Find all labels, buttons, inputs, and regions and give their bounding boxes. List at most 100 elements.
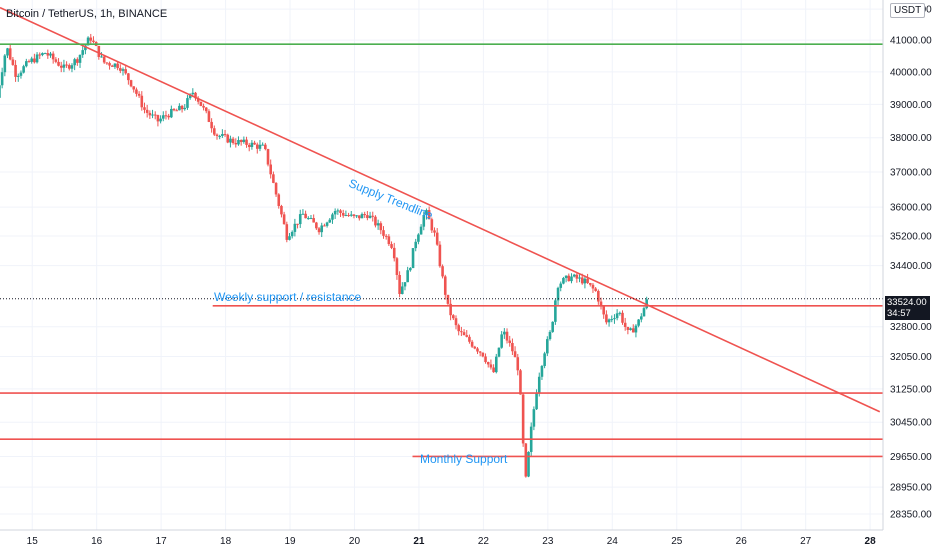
candle-body [33,58,36,63]
drawn-line [0,6,881,413]
candle-body [392,247,396,259]
candle-body [202,105,205,108]
candle-body [11,59,15,65]
candle-body [572,274,576,277]
candle-body [406,270,409,283]
candle-body [452,315,455,319]
candle-body [511,342,514,352]
candle-body [618,312,622,314]
candle-body [580,277,584,284]
candle-body [199,101,203,106]
candle-body [540,365,544,377]
candle-body [290,231,294,237]
candle-body [247,144,251,148]
candle-body [167,115,170,118]
candle-body [148,112,152,116]
candle-body [546,339,549,354]
candle-body [46,53,50,56]
candle-body [116,63,119,69]
candle-body [312,218,315,223]
candle-body [172,108,176,111]
candle-body [610,319,614,321]
candle-body [597,290,600,302]
candle-body [634,325,638,333]
candle-body [22,66,25,73]
candle-body [19,72,23,76]
candle-body [513,351,517,358]
candle-body [508,340,512,343]
candle-body [30,58,33,62]
candle-body [398,274,401,294]
candle-body [175,110,179,112]
y-tick-label: 28350.00 [890,510,932,521]
candle-body [253,142,256,145]
candle-body [519,370,522,395]
candle-body [586,278,589,284]
candle-body [521,394,525,444]
candle-body [535,393,538,410]
candle-body [132,86,136,90]
candle-body [151,114,154,116]
currency-badge[interactable]: USDT [890,3,926,18]
x-tick-label: 28 [865,536,877,547]
candle-body [191,92,195,95]
candle-body [221,134,224,136]
x-tick-label: 22 [478,536,490,547]
candle-body [629,328,632,330]
y-tick-label: 28950.00 [890,483,932,494]
candle-body [374,216,377,226]
candle-body [140,95,144,108]
candle-body [494,356,498,373]
candle-body [14,64,17,77]
candle-body [564,275,568,279]
candlestick-series [0,33,648,478]
candle-body [207,111,211,122]
candle-body [328,219,332,223]
candle-body [642,308,646,317]
y-tick-label: 29650.00 [890,452,932,463]
x-tick-label: 19 [284,536,296,547]
candle-body [371,215,375,217]
candle-body [347,215,350,217]
candle-body [239,139,243,143]
candle-body [400,286,404,294]
candle-body [366,215,369,219]
candle-body [460,331,463,333]
x-tick-label: 16 [91,536,103,547]
x-tick-label: 18 [220,536,232,547]
candle-body [500,334,503,348]
last-price-tag: 33524.00 34:57 [885,296,930,320]
candle-body [567,275,571,282]
candle-body [213,128,216,135]
candle-body [478,351,482,353]
candle-body [368,215,372,219]
candle-body [605,314,608,323]
candle-body [599,301,603,306]
candle-body [607,319,611,323]
candle-body [100,56,103,58]
candle-body [81,50,85,55]
candle-body [261,144,264,146]
candle-body [492,367,495,373]
candle-body [250,142,254,148]
candle-body [320,225,324,233]
y-tick-label: 32800.00 [890,322,932,333]
candle-body [143,107,146,110]
candle-body [403,282,407,287]
candle-body [304,213,307,219]
candle-body [229,138,232,143]
candle-body [121,69,125,71]
y-tick-label: 38000.00 [890,133,932,144]
candle-body [70,65,74,69]
candle-body [186,98,189,108]
candle-body [454,318,458,326]
candle-body [486,362,490,365]
candle-body [59,65,63,68]
candle-body [269,164,273,175]
candle-body [317,228,321,233]
candle-body [341,212,345,216]
x-tick-label: 23 [542,536,554,547]
x-tick-label: 17 [156,536,168,547]
candle-body [333,211,337,215]
